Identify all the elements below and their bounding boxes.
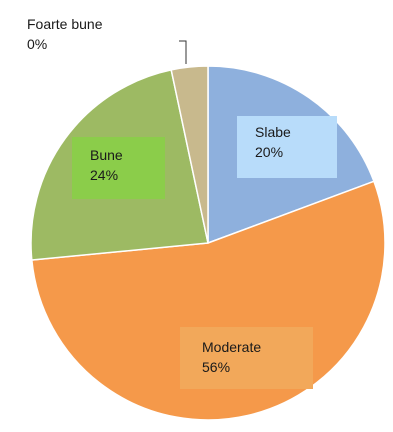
slice-name-foarte-bune: Foarte bune <box>27 16 103 32</box>
leader-line-foarte-bune <box>179 40 187 64</box>
slice-name-moderate: Moderate <box>202 339 262 355</box>
slice-value-moderate: 56% <box>202 359 231 375</box>
slice-name-bune: Bune <box>90 147 123 163</box>
slice-name-slabe: Slabe <box>255 124 291 140</box>
data-label-moderate: Moderate 56% <box>180 327 313 389</box>
pie-slice-foarte-bune <box>170 65 209 244</box>
slice-value-foarte-bune: 0% <box>27 36 48 52</box>
slice-value-bune: 24% <box>90 167 119 183</box>
data-label-foarte-bune: Foarte bune 0% <box>27 14 147 58</box>
slice-value-slabe: 20% <box>255 144 284 160</box>
data-label-slabe: Slabe 20% <box>237 116 337 178</box>
data-label-bune: Bune 24% <box>72 137 165 199</box>
